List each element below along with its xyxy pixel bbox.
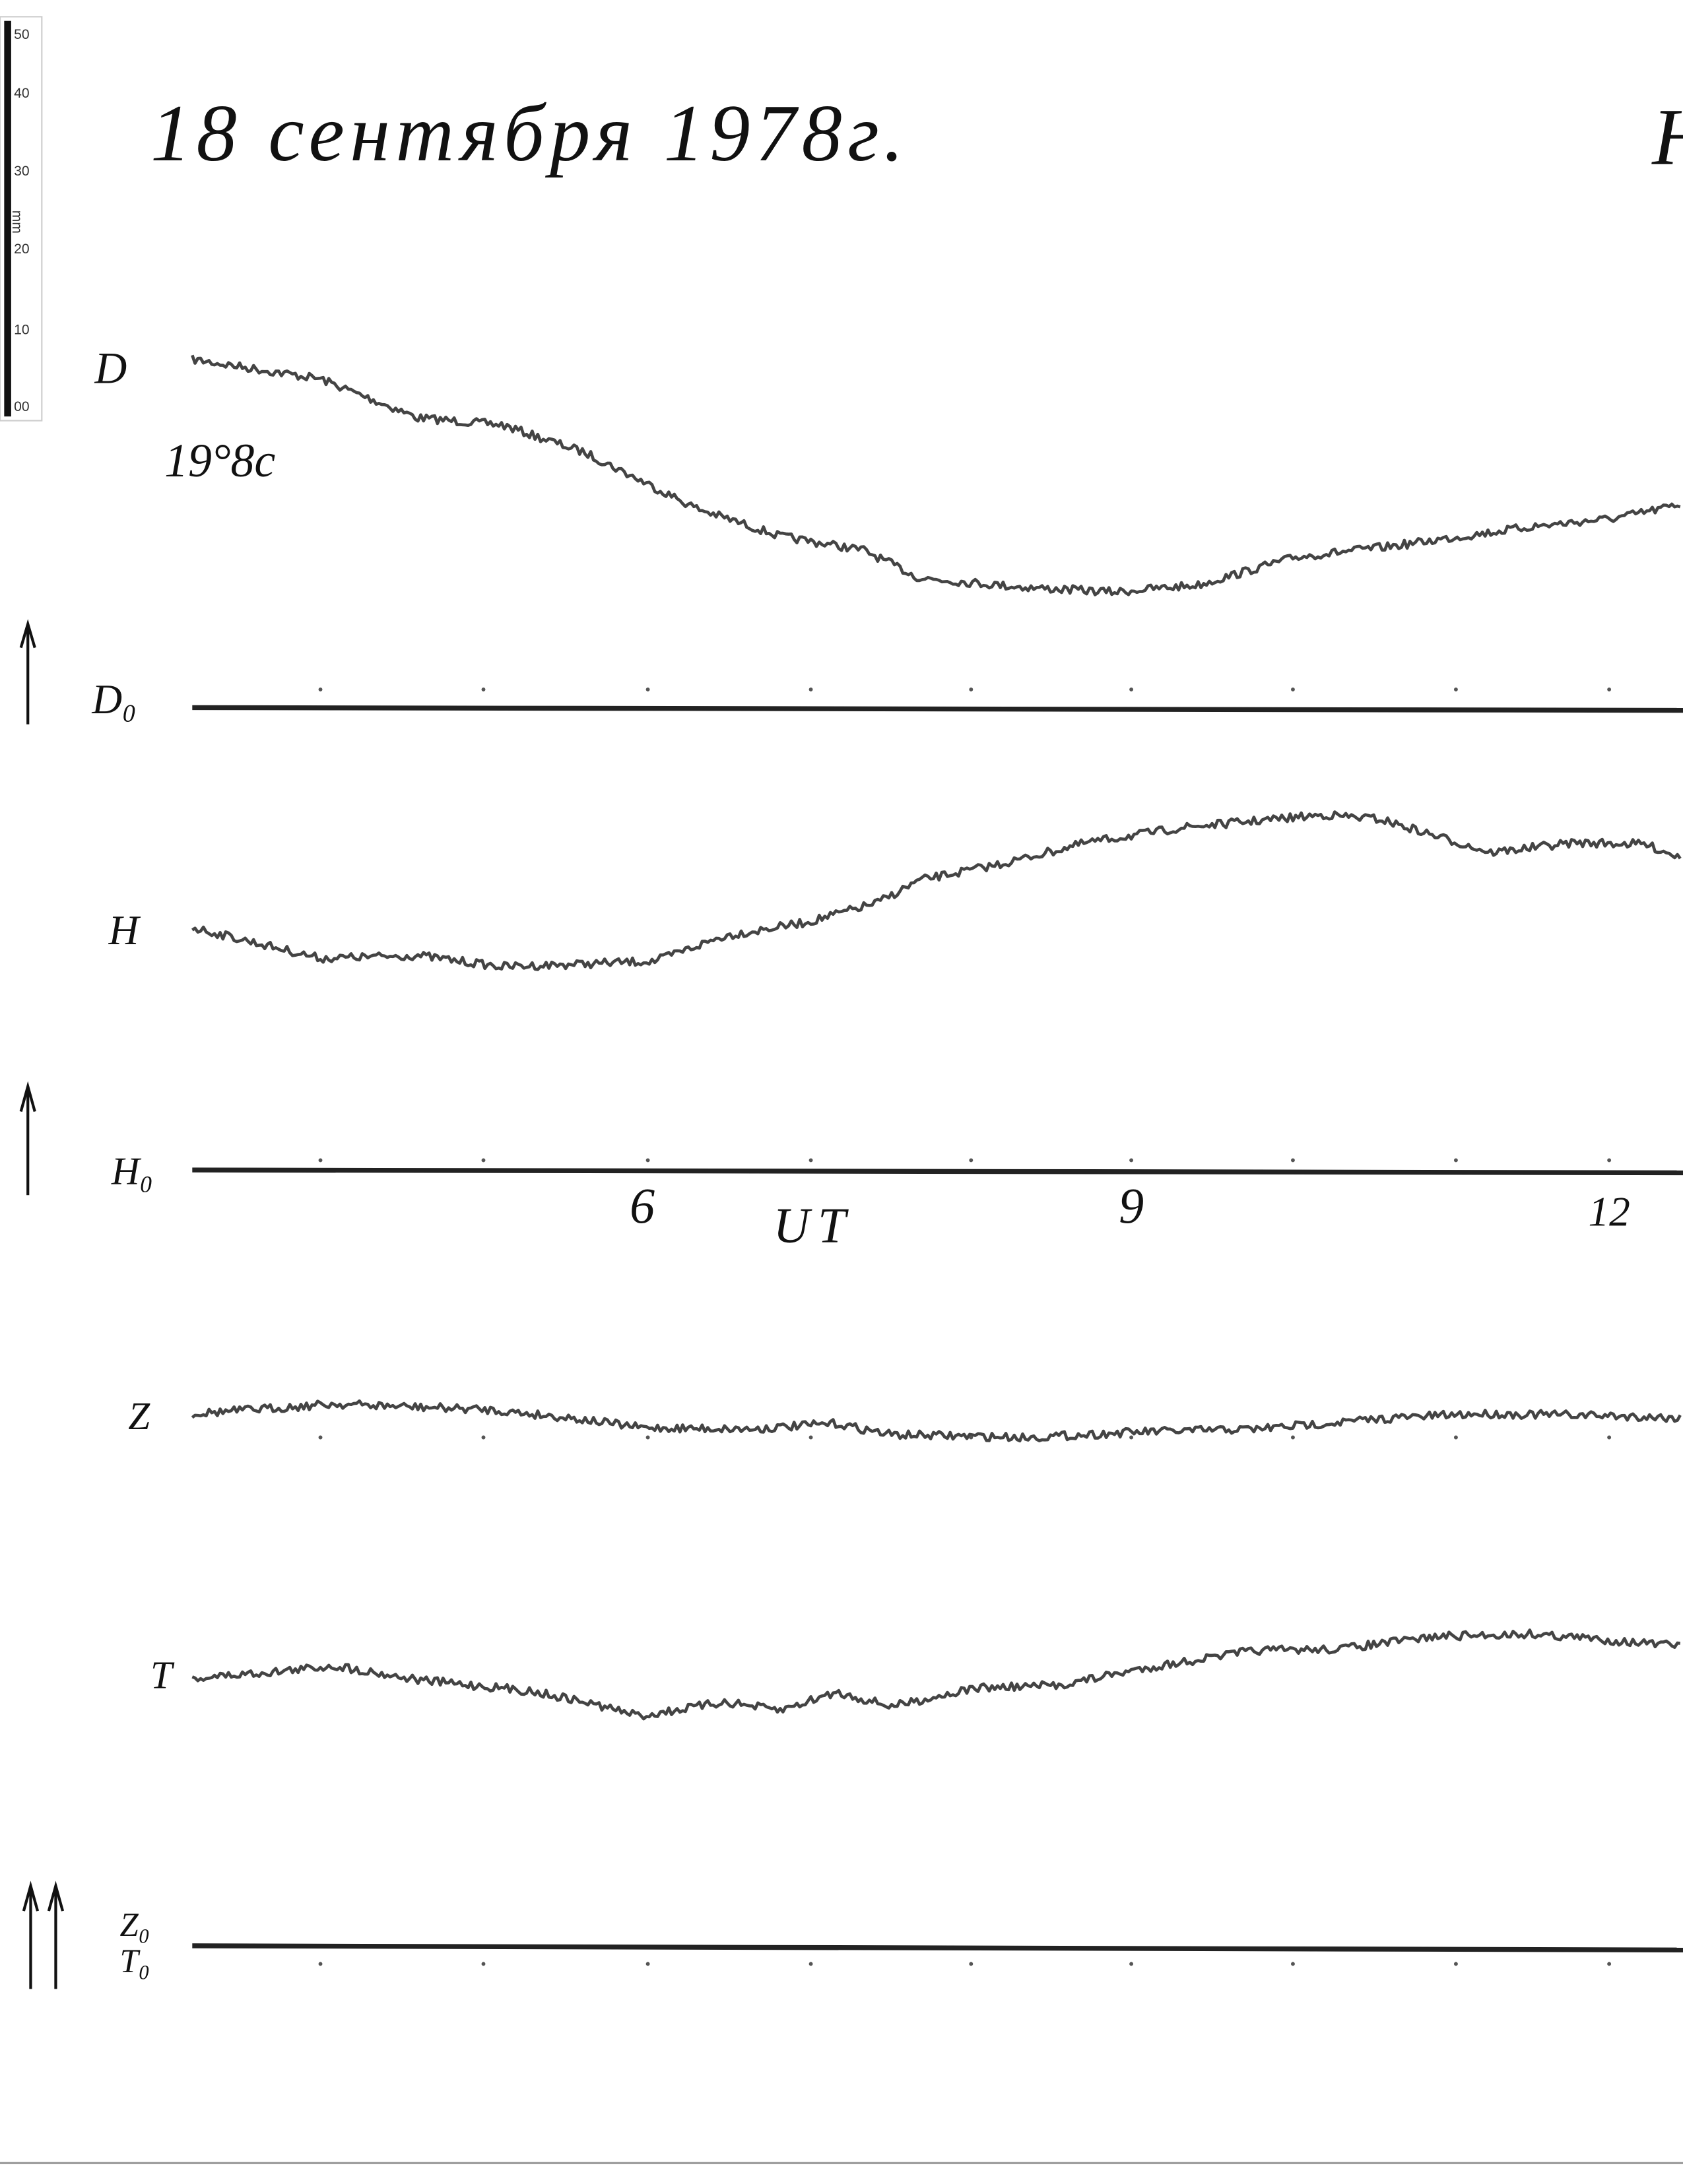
- ruler-label: 00: [14, 399, 29, 414]
- tick-dot: [1290, 1962, 1295, 1966]
- time-tick: 12: [1588, 1189, 1630, 1235]
- ruler: 50 40 30 mm 20 10 00: [0, 16, 43, 422]
- time-tick: 6: [630, 1178, 655, 1234]
- baseline-label: Z₀: [120, 1906, 150, 1943]
- baseline-label: D₀: [91, 676, 137, 723]
- trace-label: T: [150, 1653, 175, 1696]
- ruler-label: 50: [14, 27, 29, 42]
- tick-dot: [1453, 1962, 1458, 1966]
- title: 18 сентября 1978г.: [150, 89, 909, 178]
- ruler-bar: [4, 20, 11, 417]
- tick-dot: [1129, 687, 1134, 691]
- tick-dot: [1290, 1435, 1295, 1440]
- trace: [191, 1628, 1681, 1721]
- tick-dot: [481, 1962, 486, 1966]
- tick-dot: [1607, 1435, 1612, 1440]
- tick-dot: [481, 1435, 486, 1440]
- tick-dot: [1129, 1158, 1134, 1163]
- baseline-value: 19°8с: [164, 434, 275, 487]
- trace: [191, 354, 1681, 596]
- tick-dot: [318, 687, 323, 691]
- tick-dot: [1129, 1962, 1134, 1966]
- tick-dot: [1129, 1435, 1134, 1440]
- ruler-label: 40: [14, 86, 29, 101]
- tick-dot: [645, 1435, 650, 1440]
- arrow: [22, 1880, 40, 1989]
- tick-dot: [1290, 687, 1295, 691]
- time-axis-label: UT: [774, 1198, 854, 1254]
- trace: [191, 1399, 1682, 1443]
- tick-dot: [808, 1435, 813, 1440]
- trace-label: D: [94, 344, 127, 393]
- baseline-label: Н₀: [111, 1149, 153, 1192]
- trace: [191, 810, 1682, 971]
- tick-dot: [1607, 1158, 1612, 1163]
- trace-label: Н: [108, 907, 141, 953]
- tick-dot: [1607, 687, 1612, 691]
- baseline: [192, 705, 1683, 713]
- ruler-label: 30: [14, 164, 29, 179]
- tick-dot: [808, 1962, 813, 1966]
- tick-dot: [318, 1435, 323, 1440]
- tick-dot: [808, 1158, 813, 1163]
- corner-mark: Н: [1651, 93, 1683, 182]
- tick-dot: [1453, 1435, 1458, 1440]
- tick-dot: [1607, 1962, 1612, 1966]
- tick-dots: [318, 687, 1612, 1966]
- baseline: [192, 1167, 1683, 1176]
- tick-dot: [645, 687, 650, 691]
- tick-dot: [645, 1158, 650, 1163]
- tick-dot: [969, 687, 974, 691]
- ruler-unit: mm: [9, 210, 24, 234]
- tick-dot: [1453, 1158, 1458, 1163]
- tick-dot: [481, 687, 486, 691]
- ruler-label: 20: [14, 241, 29, 257]
- arrow: [19, 1081, 36, 1196]
- tick-dot: [969, 1158, 974, 1163]
- tick-dot: [1453, 687, 1458, 691]
- tick-dot: [481, 1158, 486, 1163]
- baseline: [192, 1943, 1683, 1953]
- tick-dot: [318, 1962, 323, 1966]
- tick-dot: [969, 1435, 974, 1440]
- tick-dot: [318, 1158, 323, 1163]
- trace-label: Z: [128, 1394, 150, 1438]
- time-tick: 9: [1119, 1178, 1144, 1234]
- tick-dot: [1290, 1158, 1295, 1163]
- arrow: [47, 1880, 65, 1989]
- arrow: [19, 619, 36, 724]
- arrows: [19, 619, 65, 1989]
- tick-dot: [808, 687, 813, 691]
- tick-dot: [645, 1962, 650, 1966]
- baseline-label: T₀: [120, 1943, 150, 1979]
- ruler-label: 10: [14, 323, 29, 338]
- tick-dot: [969, 1962, 974, 1966]
